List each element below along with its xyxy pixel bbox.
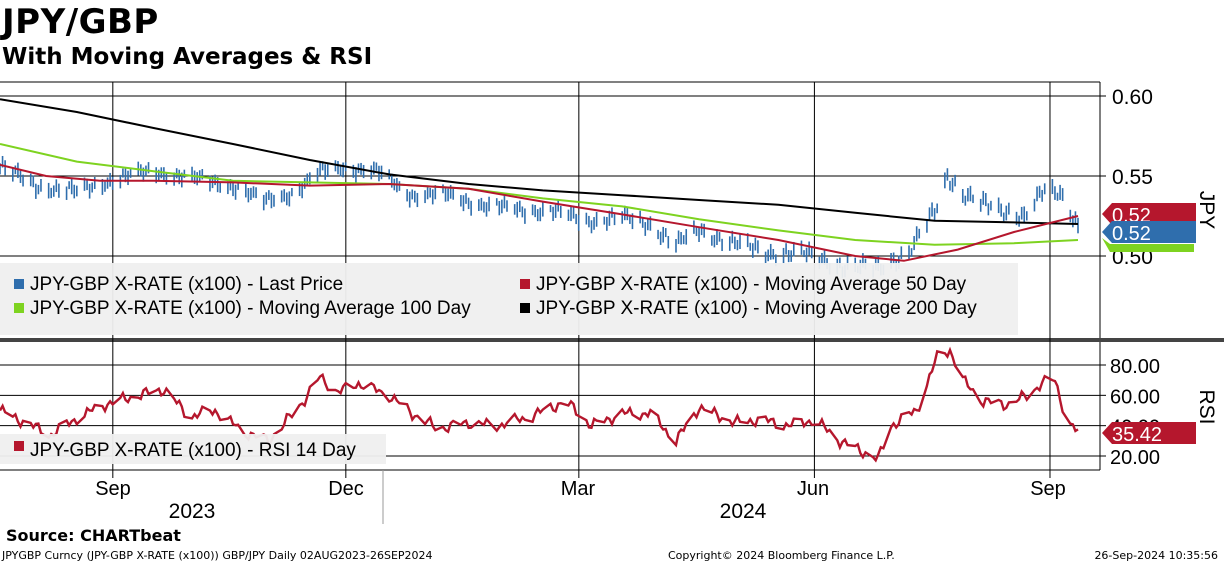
ma100-line — [0, 143, 1079, 246]
price-tick-label: 0.55 — [1112, 166, 1153, 189]
legend-swatch — [520, 279, 530, 289]
legend-label: JPY-GBP X-RATE (x100) - Last Price — [30, 274, 343, 295]
ma50-line — [0, 163, 1079, 262]
rsi-value-tag — [1102, 422, 1196, 444]
price-legend-box — [0, 263, 1018, 335]
rsi-tick-label: 60.00 — [1110, 386, 1160, 408]
ma100-tag-pointer — [1102, 238, 1110, 252]
panel-separator — [0, 338, 1224, 342]
price-axis-label: JPY — [1195, 191, 1218, 230]
x-axis: Sep Dec Mar Jun Sep 2023 2024 — [95, 470, 1066, 524]
price-tick-label: 0.60 — [1112, 86, 1153, 109]
price-tag — [1102, 203, 1196, 225]
ticker-info: JPYGBP Curncy (JPY-GBP X-RATE (x100)) GB… — [2, 549, 433, 562]
legend-label: JPY-GBP X-RATE (x100) - RSI 14 Day — [30, 440, 356, 461]
timestamp: 26-Sep-2024 10:35:56 — [1094, 549, 1218, 562]
price-tag-value: 0.52 — [1112, 223, 1151, 245]
month-tick-label: Sep — [95, 478, 131, 500]
legend-swatch — [14, 303, 24, 313]
price-tag — [1102, 221, 1196, 243]
legend-swatch — [14, 441, 24, 451]
legend-swatch — [14, 279, 24, 289]
month-tick-label: Dec — [328, 478, 364, 500]
rsi-legend-box — [0, 434, 386, 464]
copyright: Copyright© 2024 Bloomberg Finance L.P. — [668, 549, 895, 562]
ma200-line — [0, 98, 1079, 225]
chart-subtitle: With Moving Averages & RSI — [2, 44, 373, 70]
rsi-value-tag-text: 35.42 — [1112, 424, 1162, 446]
rsi-line — [0, 346, 1079, 463]
chart-title: JPY/GBP — [2, 2, 159, 42]
year-label: 2024 — [720, 500, 767, 523]
rsi-axis-label: RSI — [1195, 389, 1218, 424]
source-note: Source: CHARTbeat — [6, 526, 181, 545]
year-label: 2023 — [169, 500, 216, 523]
legend-label: JPY-GBP X-RATE (x100) - Moving Average 5… — [536, 274, 967, 295]
month-tick-label: Sep — [1030, 478, 1066, 500]
month-tick-label: Jun — [797, 478, 829, 500]
rsi-tick-label: 20.00 — [1110, 447, 1160, 469]
ma100-tag — [1110, 244, 1194, 252]
rsi-tick-label: 80.00 — [1110, 356, 1160, 378]
legend-label: JPY-GBP X-RATE (x100) - Moving Average 1… — [30, 298, 471, 319]
legend-label: JPY-GBP X-RATE (x100) - Moving Average 2… — [536, 298, 977, 319]
month-tick-label: Mar — [561, 478, 596, 500]
legend-swatch — [520, 303, 530, 313]
